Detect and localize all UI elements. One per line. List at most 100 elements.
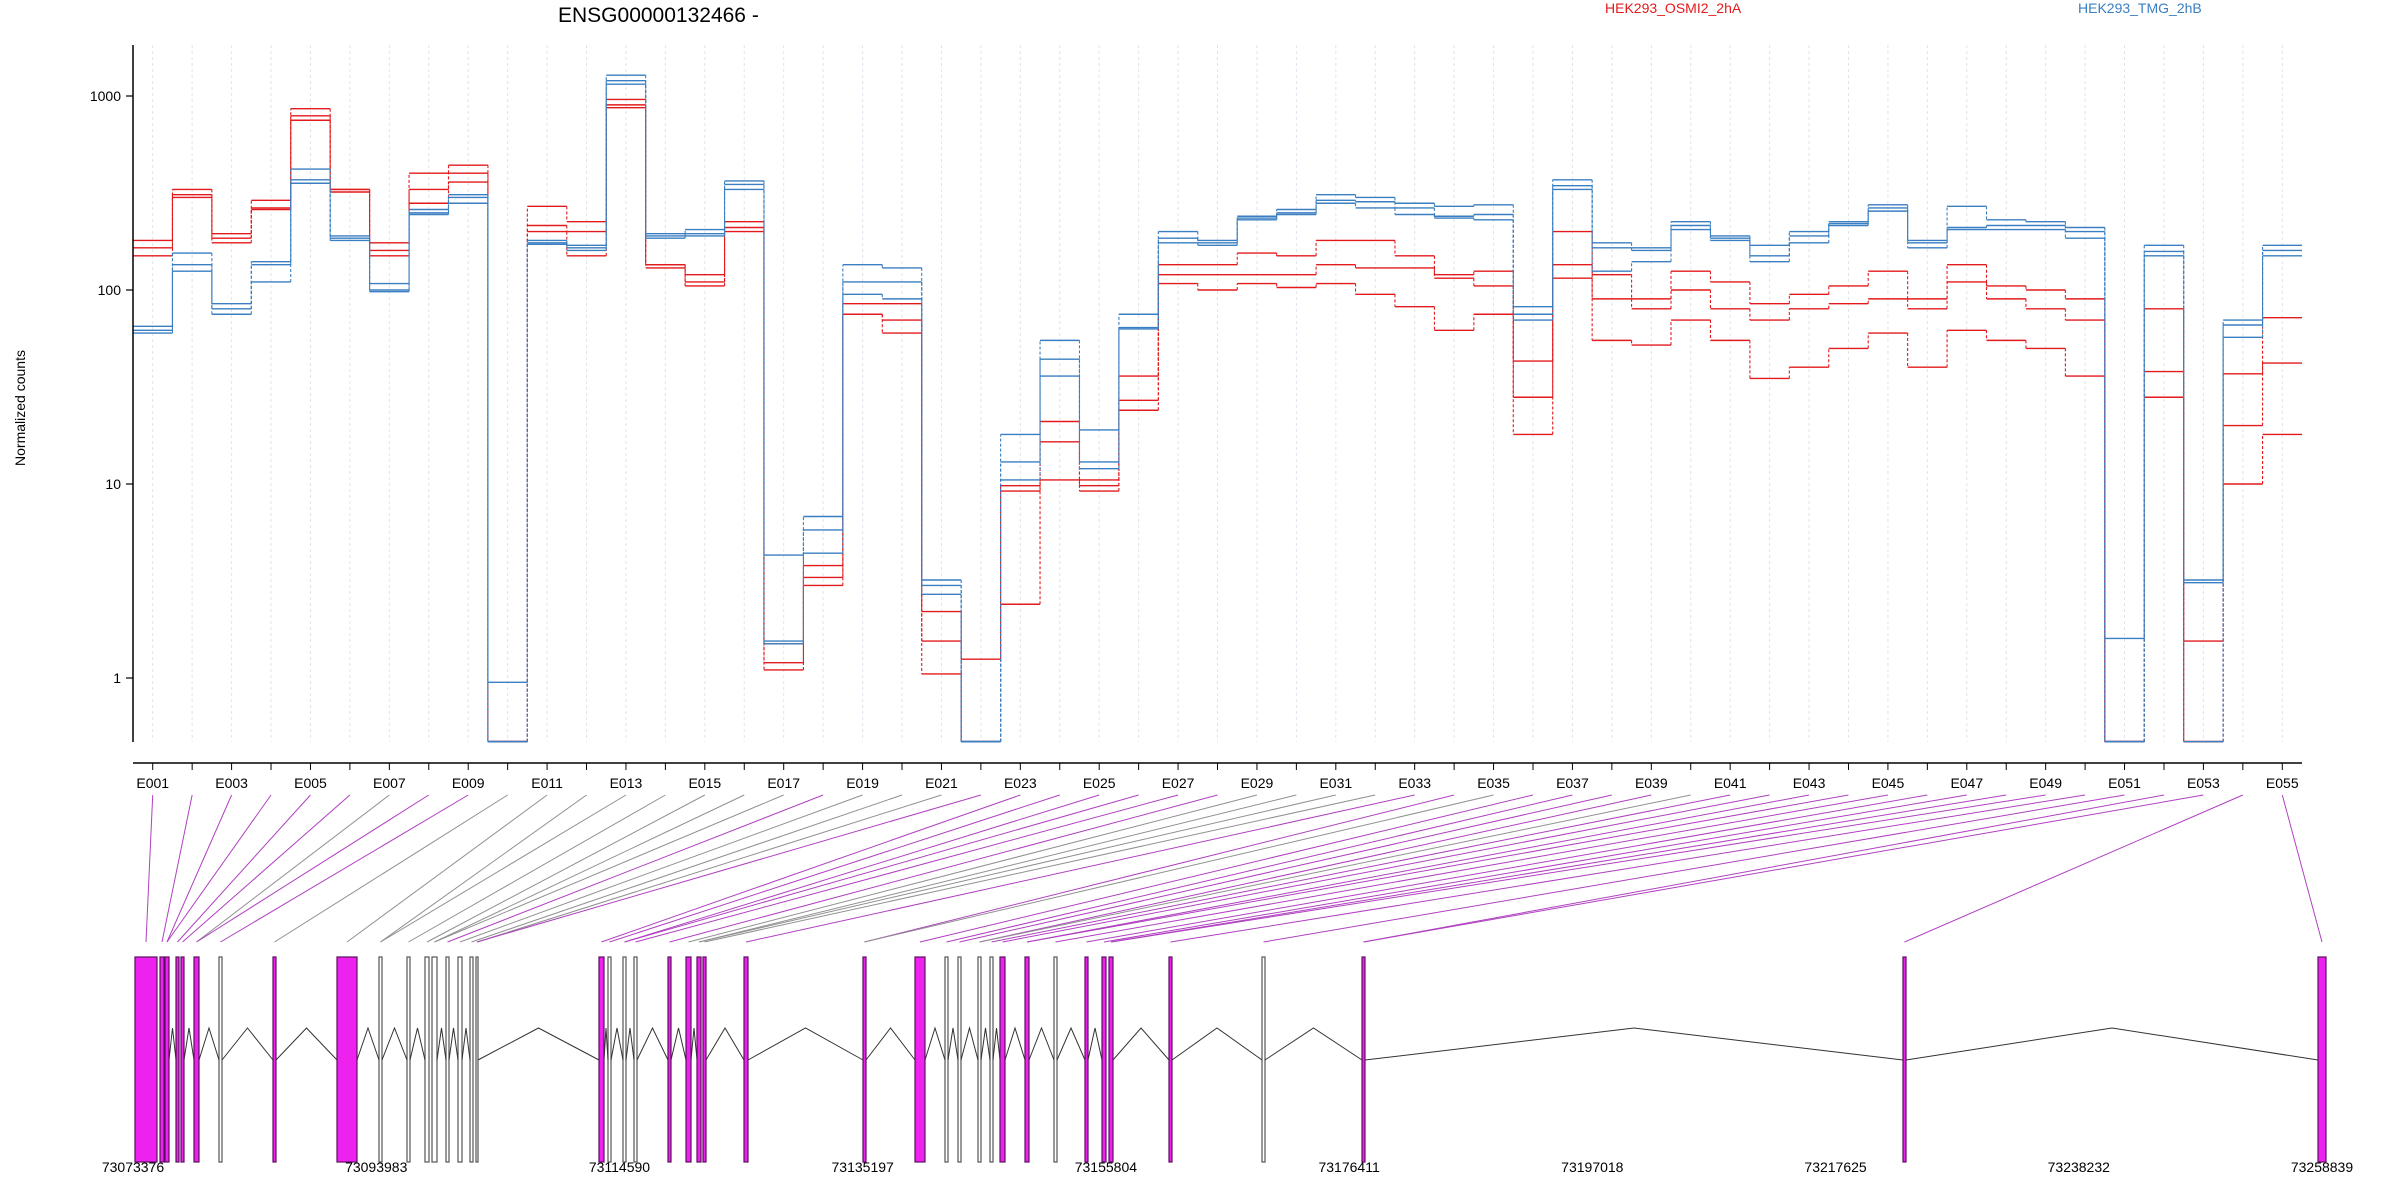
intron-line [448, 1027, 459, 1061]
intron-line [603, 1027, 609, 1061]
series-layer [133, 74, 2302, 743]
exon-connector [426, 794, 706, 943]
exon-connector [1363, 794, 2165, 943]
exon-connector [1055, 794, 1889, 943]
x-tick-label: E039 [1635, 775, 1668, 791]
exon-connector [408, 794, 666, 943]
x-tick-label: E027 [1162, 775, 1195, 791]
exon-block [159, 956, 165, 1163]
x-tick-label: E051 [2108, 775, 2141, 791]
intron-line [992, 1027, 1001, 1061]
x-tick-label: E049 [2029, 775, 2062, 791]
exon-block [1261, 956, 1266, 1163]
genomic-coordinate-label: 73258839 [2291, 1159, 2354, 1175]
y-tick-label: 1 [113, 670, 121, 686]
exon-connector [434, 794, 784, 943]
exon-block [957, 956, 962, 1163]
exon-connector [380, 794, 587, 943]
x-tick-label: E031 [1319, 775, 1352, 791]
x-tick-label: E055 [2266, 775, 2299, 791]
genomic-coordinate-label: 73135197 [832, 1159, 895, 1175]
exon-connector [991, 794, 1731, 943]
x-tick-label: E043 [1793, 775, 1826, 791]
genomic-coordinate-label: 73217625 [1804, 1159, 1867, 1175]
exon-connector [476, 794, 982, 943]
exon-block [134, 956, 158, 1163]
y-axis-label: Normalized counts [12, 350, 28, 466]
intron-line [409, 1027, 426, 1061]
y-tick-label: 100 [98, 282, 122, 298]
exon-block [944, 956, 949, 1163]
grid-lines [152, 45, 2283, 742]
intron-line [1004, 1026, 1026, 1061]
intron-line [1056, 1026, 1086, 1061]
axes: 1 10 100 1000 E001 E003 E005 E007 E009 E011 E013 E0… [90, 45, 2302, 791]
exon-block [457, 956, 463, 1163]
intron-line [1087, 1027, 1103, 1061]
exon-connector [624, 794, 1100, 943]
exon-connector [1904, 794, 2244, 943]
intron-line [461, 1027, 471, 1061]
exon-connector [946, 794, 1573, 943]
intron-line [924, 1026, 946, 1061]
intron-line [477, 1027, 600, 1061]
genomic-coordinate-label: 73114590 [589, 1159, 650, 1175]
exon-connector [177, 794, 311, 943]
x-tick-label: E047 [1950, 775, 1983, 791]
exon-block [445, 956, 450, 1163]
genomic-coordinate-label: 73238232 [2048, 1159, 2111, 1175]
x-tick-label: E005 [294, 775, 327, 791]
x-tick-label: E007 [373, 775, 406, 791]
intron-line [705, 1027, 745, 1061]
exon-connector [166, 794, 233, 943]
exon-connector [864, 794, 1455, 943]
exon-connector [601, 794, 1021, 943]
exon-block [977, 956, 982, 1163]
exon-block [469, 956, 474, 1163]
exon-block [1108, 956, 1114, 1163]
intron-line [747, 1027, 864, 1061]
exon-connector [1086, 794, 1928, 943]
intron-line [1171, 1027, 1263, 1061]
exon-block [914, 956, 926, 1163]
intron-line [690, 1027, 698, 1061]
series-5 [133, 83, 2302, 743]
exon-block [702, 956, 707, 1163]
exon-connector [1263, 794, 2125, 943]
exon-connector [459, 794, 863, 943]
x-tick-label: E009 [452, 775, 485, 791]
x-tick-label: E021 [925, 775, 958, 791]
exon-connector [476, 794, 942, 943]
exon-block [1902, 956, 1907, 1163]
exon-block [685, 956, 692, 1163]
exon-connector [1170, 794, 2086, 943]
x-tick-label: E019 [846, 775, 879, 791]
exon-block [475, 956, 479, 1163]
exon-block [999, 956, 1006, 1163]
intron-line [1028, 1026, 1055, 1061]
exon-block [431, 956, 438, 1163]
intron-line [625, 1027, 635, 1061]
exon-connector [635, 794, 1179, 943]
exon-block [696, 956, 702, 1163]
intron-line [221, 1027, 274, 1061]
x-tick-label: E033 [1398, 775, 1431, 791]
x-tick-label: E045 [1872, 775, 1905, 791]
intron-line [865, 1027, 916, 1061]
intron-line [610, 1027, 624, 1061]
exon-connector [196, 794, 390, 943]
exon-connector [864, 794, 1494, 943]
intron-line [381, 1026, 408, 1061]
intron-line [275, 1027, 338, 1061]
x-tick-label: E037 [1556, 775, 1589, 791]
intron-line [960, 1026, 979, 1061]
x-tick-label: E029 [1241, 775, 1274, 791]
exon-connector [959, 794, 1612, 943]
y-tick-label: 10 [105, 476, 121, 492]
exon-connector [745, 794, 1415, 943]
intron-line [168, 1027, 177, 1061]
intron-line [356, 1026, 380, 1061]
exon-block [1053, 956, 1058, 1163]
exon-block [633, 956, 638, 1163]
exon-connector [1002, 794, 1770, 943]
